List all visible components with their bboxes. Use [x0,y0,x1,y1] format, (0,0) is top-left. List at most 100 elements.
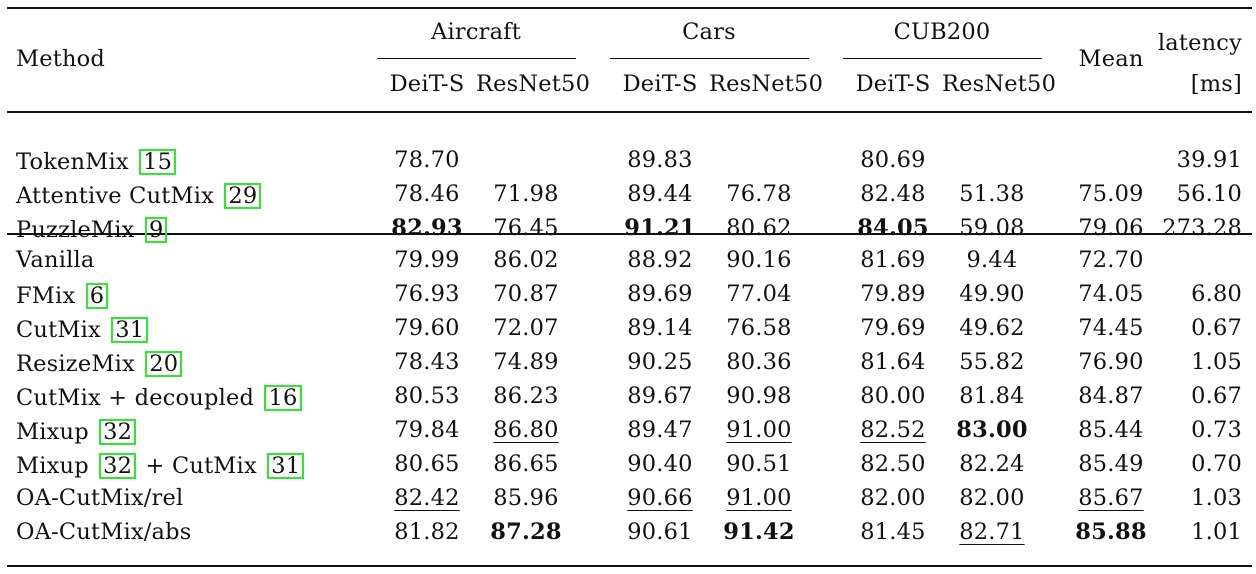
citation-link: 32 [99,452,137,479]
table-cell: 88.92 [627,246,693,273]
mean-header: Mean [1078,45,1144,72]
table-cell: 87.28 [490,518,562,545]
table-cell: 75.09 [1078,180,1144,207]
method-name: CutMix + decoupled 16 [16,384,304,411]
table-cell: 76.78 [726,180,792,207]
table-cell: 0.67 [1191,314,1242,341]
table-cell: 78.70 [394,146,460,173]
subcol-header-1: DeiT-S [389,70,465,97]
bottom-rule [7,565,1252,567]
group-header-aircraft: Aircraft [431,18,521,45]
table-cell: 59.08 [959,214,1025,241]
table-cell: 90.98 [726,382,792,409]
table-cell: 273.28 [1162,214,1242,241]
table-cell: 80.62 [726,214,792,241]
table-cell: 85.96 [493,484,559,511]
table-cell: 84.05 [857,214,929,241]
table-cell: 85.44 [1078,416,1144,443]
table-cell: 56.10 [1176,180,1242,207]
subcol-header-6: ResNet50 [942,70,1057,97]
table-cell: 90.61 [627,518,693,545]
table-cell: 81.82 [394,518,460,545]
table-cell: 79.99 [394,246,460,273]
table-cell: 79.89 [860,280,926,307]
method-text: TokenMix [16,148,137,175]
table-cell: 80.36 [726,348,792,375]
latency-header-line1: latency [1157,29,1242,56]
table-cell: 91.00 [726,484,792,511]
table-cell: 86.02 [493,246,559,273]
table-cell: 80.65 [394,450,460,477]
table-cell: 86.80 [493,416,559,443]
method-text: Mixup [16,452,97,479]
table-cell: 82.93 [391,214,463,241]
method-name: TokenMix 15 [16,148,178,175]
table-cell: 72.70 [1078,246,1144,273]
group-header-cub200: CUB200 [893,18,991,45]
subcol-header-2: ResNet50 [476,70,591,97]
table-cell: 81.64 [860,348,926,375]
table-cell: 1.03 [1191,484,1242,511]
table-cell: 78.46 [394,180,460,207]
table-cell: 70.87 [493,280,559,307]
subcol-header-4: ResNet50 [709,70,824,97]
table-cell: 84.87 [1078,382,1144,409]
table-cell: 82.00 [860,484,926,511]
method-text: CutMix [16,316,109,343]
table-cell: 79.69 [860,314,926,341]
table-cell: 90.51 [726,450,792,477]
table-cell: 39.91 [1176,146,1242,173]
table-cell: 49.90 [959,280,1025,307]
table-cell: 0.73 [1191,416,1242,443]
table-cell: 89.47 [627,416,693,443]
table-cell: 82.42 [394,484,460,511]
method-name: FMix 6 [16,282,110,309]
table-cell: 82.50 [860,450,926,477]
citation-link: 20 [145,350,183,377]
method-name: OA-CutMix/abs [16,521,192,544]
table-cell: 0.67 [1191,382,1242,409]
method-name: ResizeMix 20 [16,350,184,377]
table-cell: 81.45 [860,518,926,545]
table-cell: 76.93 [394,280,460,307]
table-cell: 85.88 [1075,518,1147,545]
table-cell: 82.00 [959,484,1025,511]
table-cell: 90.25 [627,348,693,375]
method-name: PuzzleMix 9 [16,216,169,243]
table-cell: 74.45 [1078,314,1144,341]
citation-link: 15 [139,148,177,175]
table-cell: 91.42 [723,518,795,545]
citation-link: 31 [267,452,305,479]
citation-link: 29 [224,182,262,209]
cub200-cmidrule [843,58,1042,60]
method-name: Mixup 32 [16,418,138,445]
citation-link: 6 [85,282,109,309]
latency-header-line2: [ms] [1190,70,1242,97]
table-cell: 89.44 [627,180,693,207]
citation-link: 9 [144,216,168,243]
top-rule [7,7,1252,9]
cars-cmidrule [610,58,809,60]
table-cell: 72.07 [493,314,559,341]
group-header-cars: Cars [682,18,736,45]
table-cell: 90.66 [627,484,693,511]
method-name: Vanilla [16,249,95,272]
table-cell: 82.71 [959,518,1025,545]
header-rule [7,111,1252,113]
table-cell: 82.24 [959,450,1025,477]
method-name: Mixup 32 + CutMix 31 [16,452,306,479]
table-cell: 89.14 [627,314,693,341]
table-cell: 91.00 [726,416,792,443]
table-cell: 80.69 [860,146,926,173]
table-cell: 77.04 [726,280,792,307]
citation-link: 16 [264,384,302,411]
table-cell: 79.84 [394,416,460,443]
table-cell: 74.89 [493,348,559,375]
citation-link: 32 [99,418,137,445]
table-cell: 85.49 [1078,450,1144,477]
method-text: Mixup [16,418,97,445]
table-cell: 0.70 [1191,450,1242,477]
table-cell: 86.23 [493,382,559,409]
method-text: OA-CutMix/rel [16,484,184,511]
table-cell: 80.53 [394,382,460,409]
